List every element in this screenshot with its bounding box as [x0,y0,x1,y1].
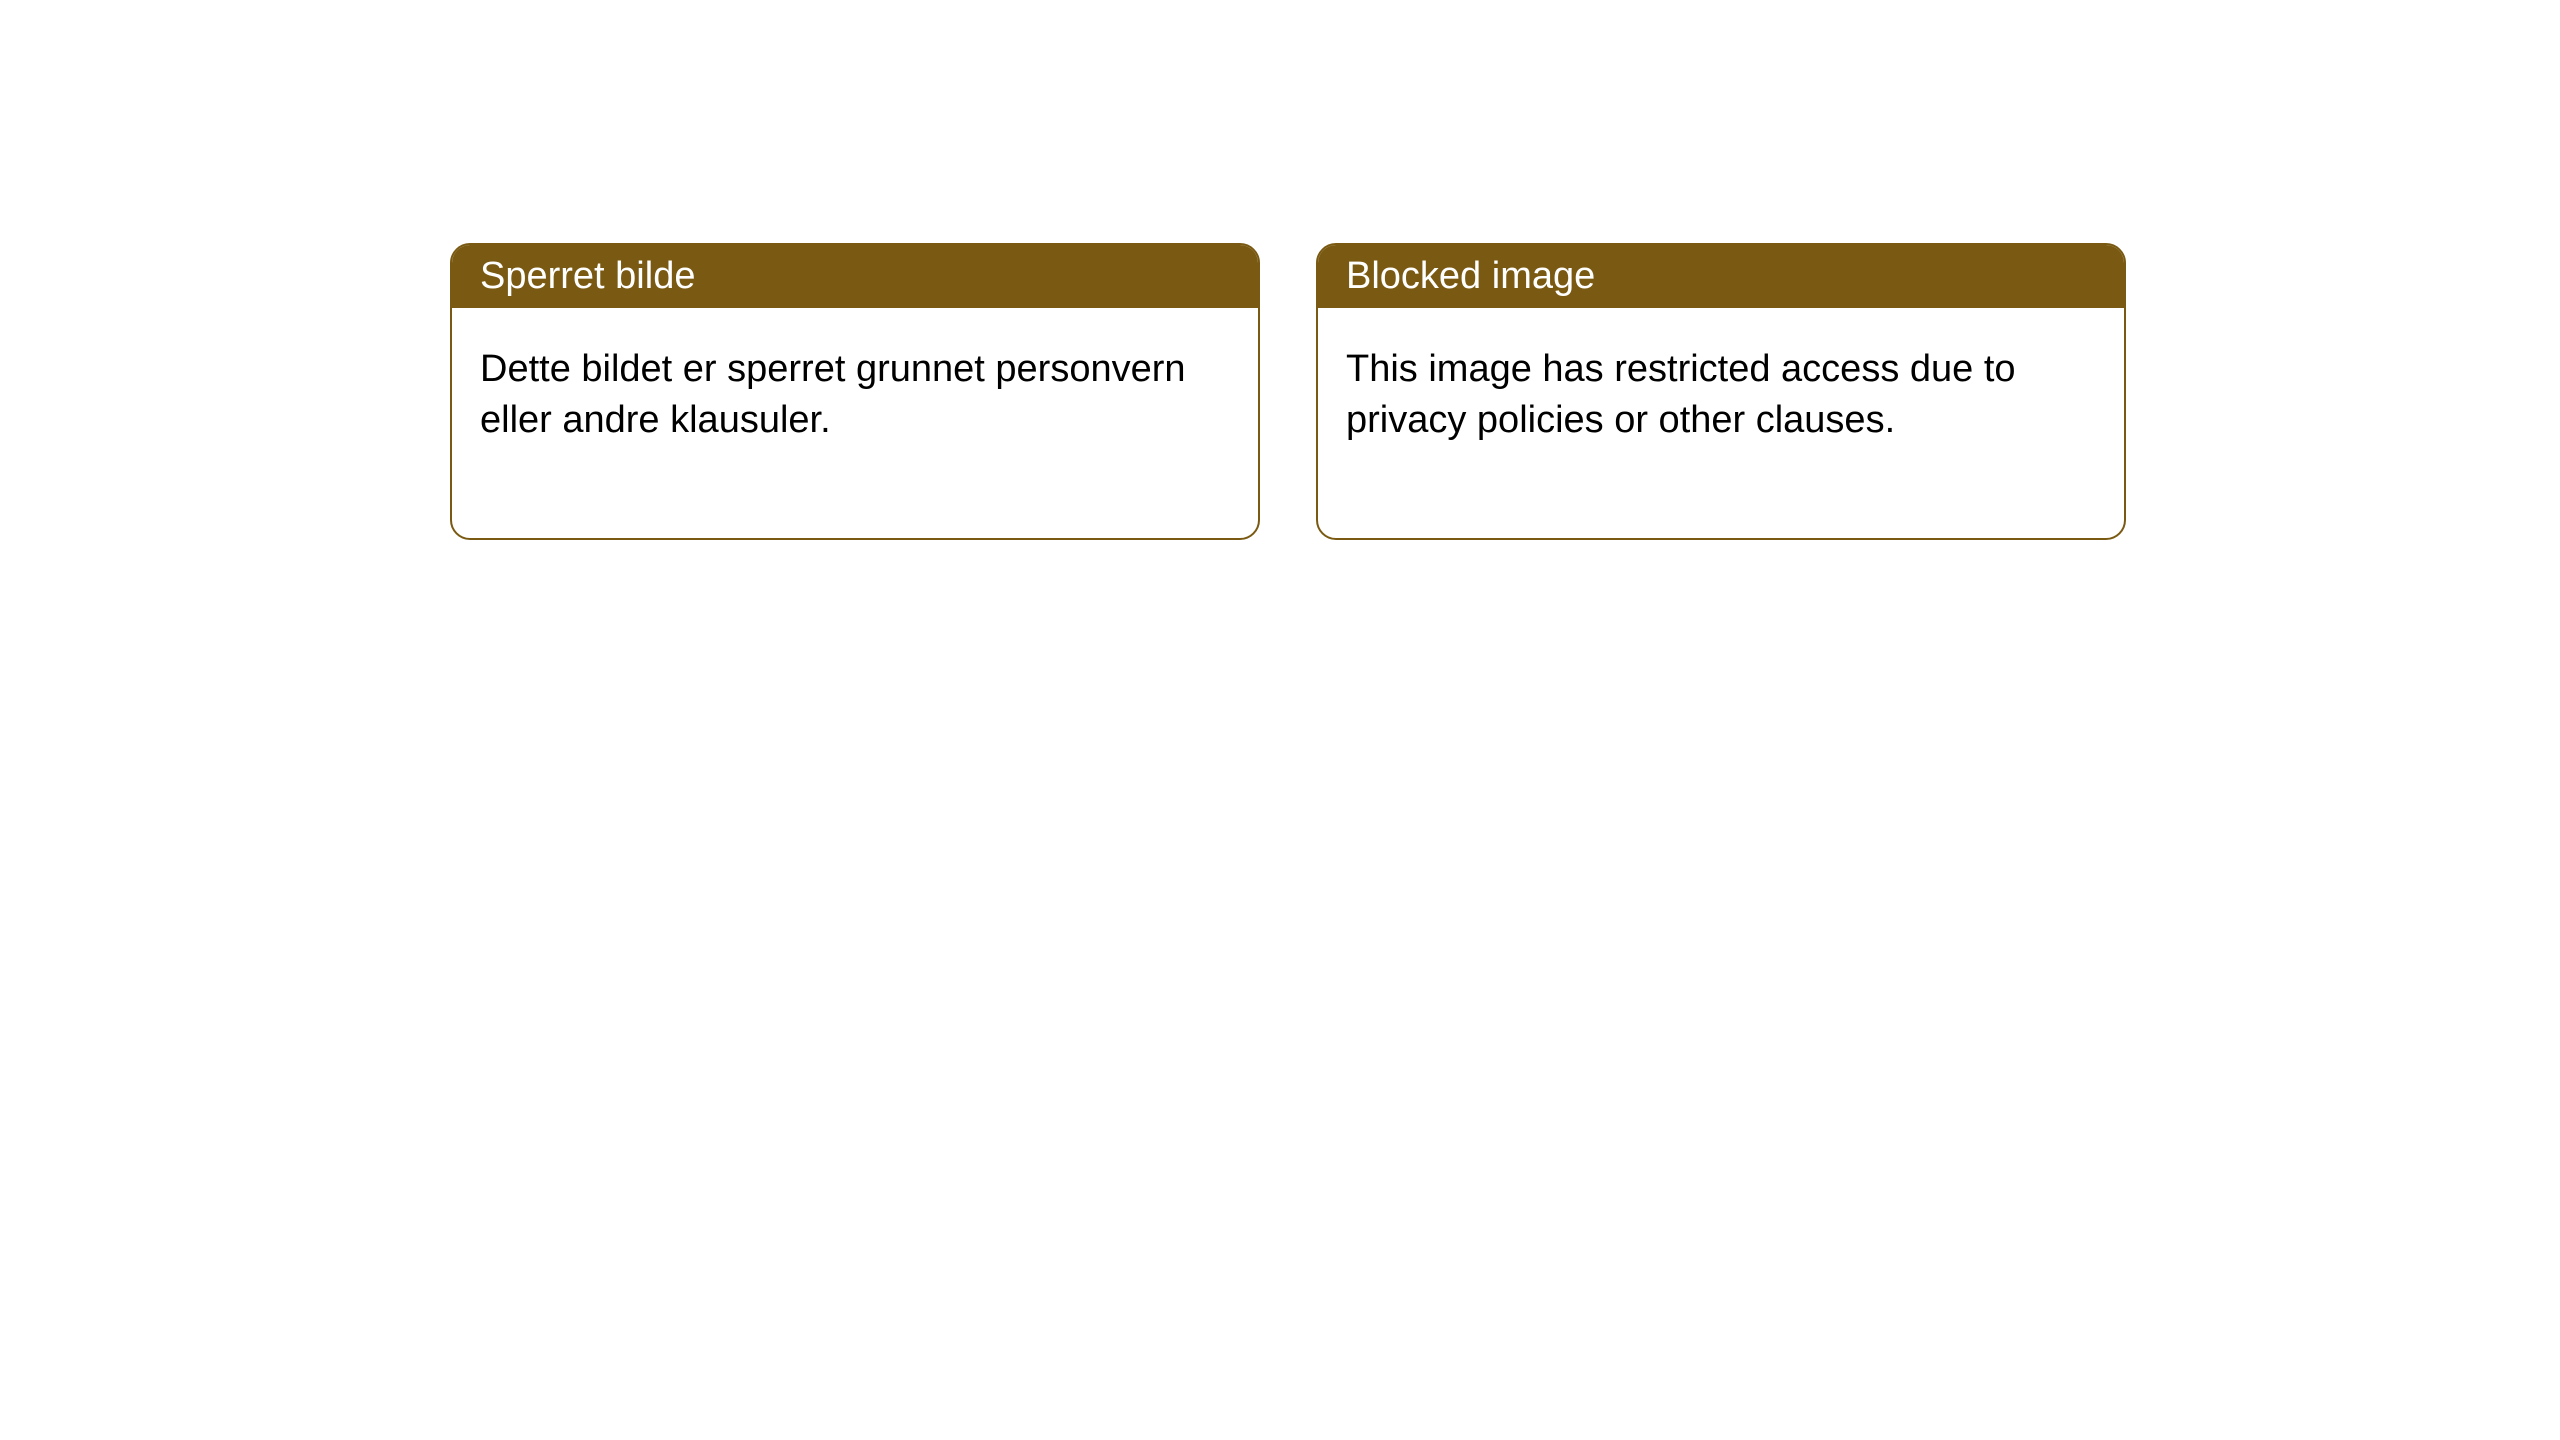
notice-body: Dette bildet er sperret grunnet personve… [452,308,1258,538]
notice-header: Sperret bilde [452,245,1258,308]
notice-title: Blocked image [1346,255,1595,297]
notice-card-english: Blocked image This image has restricted … [1316,243,2126,540]
notice-message: Dette bildet er sperret grunnet personve… [480,348,1186,441]
notice-message: This image has restricted access due to … [1346,348,2016,441]
notice-cards-container: Sperret bilde Dette bildet er sperret gr… [450,243,2126,540]
notice-body: This image has restricted access due to … [1318,308,2124,538]
notice-header: Blocked image [1318,245,2124,308]
notice-card-norwegian: Sperret bilde Dette bildet er sperret gr… [450,243,1260,540]
notice-title: Sperret bilde [480,255,695,297]
